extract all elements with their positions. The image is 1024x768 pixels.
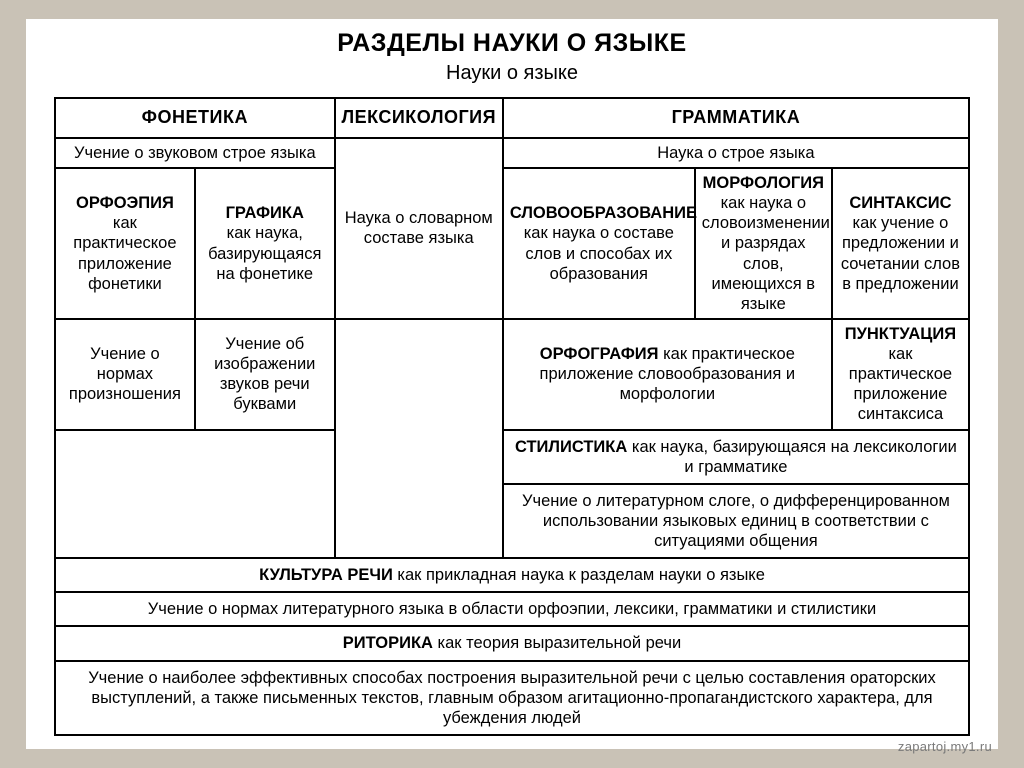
cell-lexicology-def: Наука о словарном составе языка: [335, 138, 503, 319]
wordformation-desc: как наука о составе слов и способах их о…: [510, 223, 688, 283]
cell-wordformation: СЛОВООБРАЗОВАНИЕ как наука о составе сло…: [503, 168, 695, 319]
syntax-title: СИНТАКСИС: [839, 193, 962, 213]
watermark: zapartoj.my1.ru: [898, 739, 992, 754]
linguistics-table: ФОНЕТИКА ЛЕКСИКОЛОГИЯ ГРАММАТИКА Учение …: [54, 97, 970, 736]
graphics-desc: как наука, базирующаяся на фонетике: [202, 223, 328, 283]
morphology-desc: как наука о словоизменении и разрядах сл…: [702, 193, 825, 314]
cell-morphology: МОРФОЛОГИЯ как наука о словоизменении и …: [695, 168, 832, 319]
table-row: Учение о нормах произношения Учение об и…: [55, 319, 969, 430]
cell-blank: [55, 430, 335, 484]
rhetoric-desc: как теория выразительной речи: [433, 634, 681, 652]
cell-stylistics-def: Учение о литературном слоге, о дифференц…: [503, 484, 969, 558]
cell-culture-def: Учение о нормах литературного языка в об…: [55, 592, 969, 626]
culture-desc: как прикладная наука к разделам науки о …: [393, 566, 765, 584]
hdr-grammar: ГРАММАТИКА: [503, 98, 969, 138]
cell-blank: [55, 484, 335, 558]
table-row: Учение о литературном слоге, о дифференц…: [55, 484, 969, 558]
table-row: Учение о звуковом строе языка Наука о сл…: [55, 138, 969, 168]
orthography-title: ОРФОГРАФИЯ: [540, 345, 659, 363]
cell-graphics-def: Учение об изображении звуков речи буквам…: [195, 319, 335, 430]
table-row: ОРФОЭПИЯ как практическое приложение фон…: [55, 168, 969, 319]
cell-grammar-def: Наука о строе языка: [503, 138, 969, 168]
cell-orthoepy: ОРФОЭПИЯ как практическое приложение фон…: [55, 168, 195, 319]
table-header-row: ФОНЕТИКА ЛЕКСИКОЛОГИЯ ГРАММАТИКА: [55, 98, 969, 138]
orthoepy-title: ОРФОЭПИЯ: [62, 193, 188, 213]
cell-phonetics-def: Учение о звуковом строе языка: [55, 138, 335, 168]
graphics-title: ГРАФИКА: [202, 203, 328, 223]
cell-lexicology-blank: [335, 319, 503, 558]
culture-title: КУЛЬТУРА РЕЧИ: [259, 566, 393, 584]
cell-rhetoric-head: РИТОРИКА как теория выразительной речи: [55, 626, 969, 660]
punctuation-title: ПУНКТУАЦИЯ: [839, 324, 962, 344]
cell-orthoepy-def: Учение о нормах произношения: [55, 319, 195, 430]
cell-culture-head: КУЛЬТУРА РЕЧИ как прикладная наука к раз…: [55, 558, 969, 592]
cell-punctuation: ПУНКТУАЦИЯ как практическое приложение с…: [832, 319, 969, 430]
table-row: СТИЛИСТИКА как наука, базирующаяся на ле…: [55, 430, 969, 484]
syntax-desc: как учение о предложении и сочетании сло…: [839, 213, 962, 294]
morphology-title: МОРФОЛОГИЯ: [702, 173, 825, 193]
table-row: РИТОРИКА как теория выразительной речи: [55, 626, 969, 660]
cell-stylistics-head: СТИЛИСТИКА как наука, базирующаяся на ле…: [503, 430, 969, 484]
stylistics-title: СТИЛИСТИКА: [515, 438, 627, 456]
rhetoric-title: РИТОРИКА: [343, 634, 433, 652]
orthoepy-desc: как практическое приложение фонетики: [62, 213, 188, 294]
stylistics-desc: как наука, базирующаяся на лексикологии …: [627, 438, 957, 476]
table-row: КУЛЬТУРА РЕЧИ как прикладная наука к раз…: [55, 558, 969, 592]
page-title: РАЗДЕЛЫ НАУКИ О ЯЗЫКЕ: [54, 29, 970, 58]
punctuation-desc: как практическое приложение синтаксиса: [839, 344, 962, 425]
document-page: РАЗДЕЛЫ НАУКИ О ЯЗЫКЕ Науки о языке ФОНЕ…: [26, 19, 998, 749]
cell-syntax: СИНТАКСИС как учение о предложении и соч…: [832, 168, 969, 319]
wordformation-title: СЛОВООБРАЗОВАНИЕ: [510, 203, 688, 223]
hdr-phonetics: ФОНЕТИКА: [55, 98, 335, 138]
cell-orthography: ОРФОГРАФИЯ как практическое приложение с…: [503, 319, 832, 430]
cell-rhetoric-def: Учение о наиболее эффективных способах п…: [55, 661, 969, 735]
hdr-lexicology: ЛЕКСИКОЛОГИЯ: [335, 98, 503, 138]
table-row: Учение о наиболее эффективных способах п…: [55, 661, 969, 735]
cell-graphics: ГРАФИКА как наука, базирующаяся на фонет…: [195, 168, 335, 319]
table-row: Учение о нормах литературного языка в об…: [55, 592, 969, 626]
page-subtitle: Науки о языке: [54, 62, 970, 85]
